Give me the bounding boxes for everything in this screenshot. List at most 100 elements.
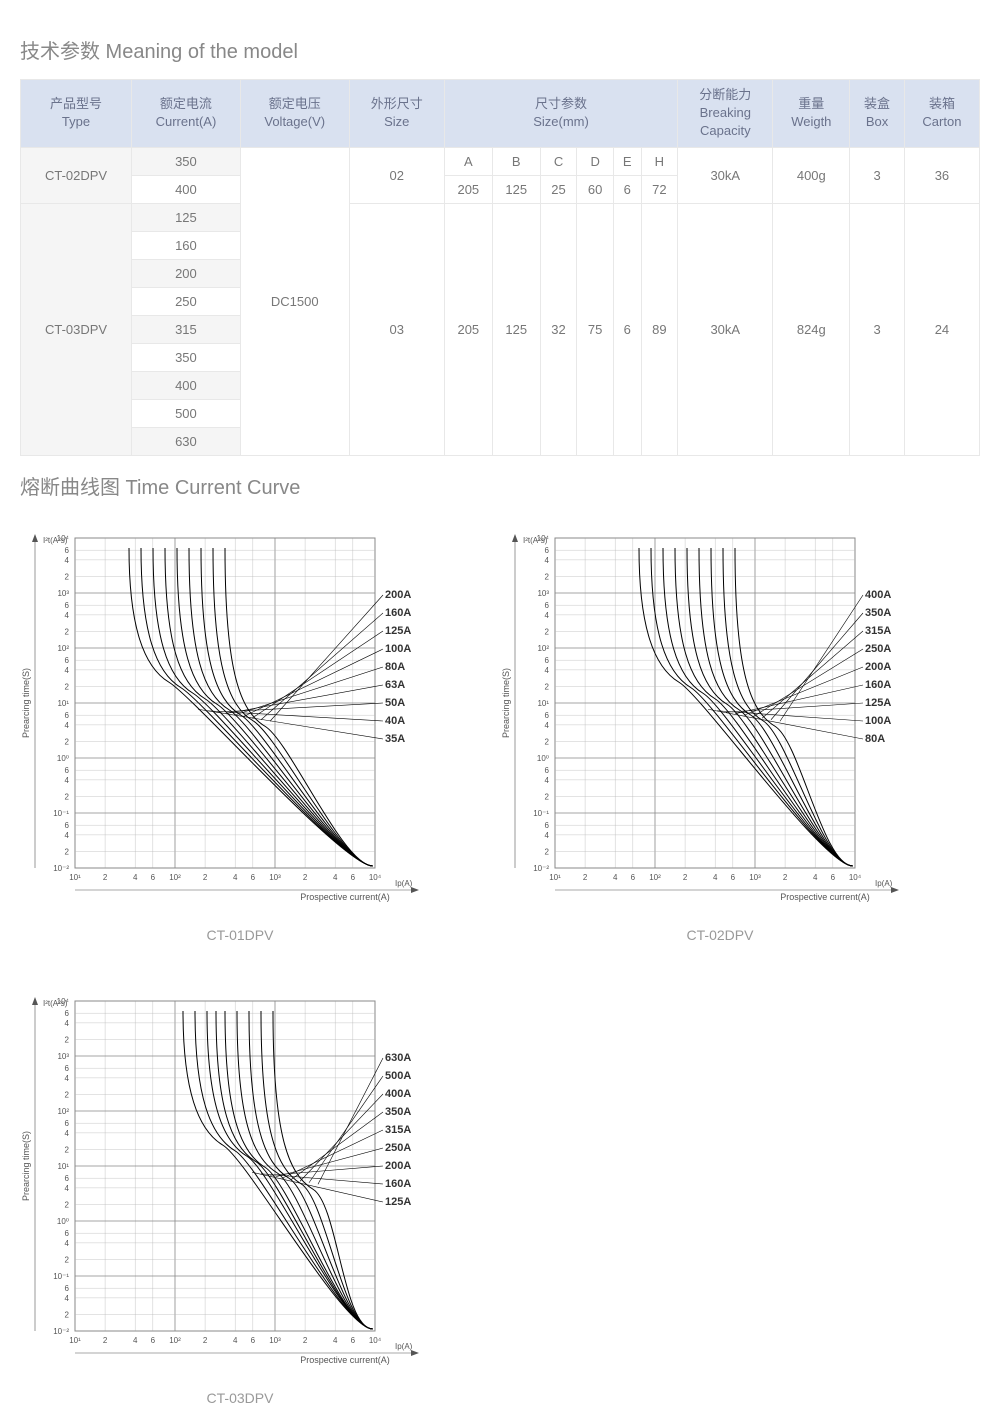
svg-text:4: 4 (65, 1238, 70, 1247)
curve-label: 400A (865, 589, 891, 601)
th-weight: 重量Weigth (773, 80, 850, 148)
svg-text:10⁴: 10⁴ (369, 873, 382, 882)
chart-caption: CT-03DPV (20, 1390, 460, 1406)
svg-text:6: 6 (65, 601, 70, 610)
svg-text:2: 2 (203, 873, 208, 882)
svg-text:10³: 10³ (749, 873, 761, 882)
spec-table-head: 产品型号Type 额定电流Current(A) 额定电压Voltage(V) 外… (21, 80, 980, 148)
svg-text:10¹: 10¹ (57, 699, 69, 708)
svg-text:2: 2 (545, 737, 550, 746)
th-type: 产品型号Type (21, 80, 132, 148)
svg-text:Prearcing time(S): Prearcing time(S) (21, 668, 31, 738)
svg-text:4: 4 (545, 830, 550, 839)
svg-text:4: 4 (65, 720, 70, 729)
svg-text:6: 6 (545, 711, 550, 720)
th-dims: 尺寸参数Size(mm) (444, 80, 677, 148)
svg-text:10⁻¹: 10⁻¹ (533, 809, 549, 818)
svg-text:6: 6 (65, 546, 70, 555)
svg-text:2: 2 (683, 873, 688, 882)
svg-text:10¹: 10¹ (69, 1336, 81, 1345)
svg-text:4: 4 (713, 873, 718, 882)
curve-label: 125A (385, 1196, 411, 1208)
charts-container: 10¹24610²24610³24610⁴10⁻²24610⁻¹24610⁰24… (20, 520, 980, 1406)
svg-text:4: 4 (65, 1183, 70, 1192)
cell-dim: 125 (492, 175, 540, 203)
svg-text:6: 6 (351, 1336, 356, 1345)
cell-size: 02 (349, 147, 444, 203)
cell-current: 500 (132, 399, 241, 427)
curve-label: 80A (865, 733, 885, 745)
svg-text:6: 6 (545, 656, 550, 665)
svg-text:2: 2 (583, 873, 588, 882)
svg-text:2: 2 (545, 792, 550, 801)
chart-svg: 10¹24610²24610³24610⁴10⁻²24610⁻¹24610⁰24… (20, 520, 460, 920)
curve-label: 100A (865, 715, 891, 727)
svg-text:2: 2 (65, 1310, 70, 1319)
svg-text:6: 6 (731, 873, 736, 882)
cell-dim-letter: E (613, 147, 641, 175)
spec-table-body: CT-02DPV350DC150002ABCDEH30kA400g3364002… (21, 147, 980, 455)
curve-label: 80A (385, 661, 405, 673)
svg-text:10²: 10² (169, 873, 181, 882)
svg-text:10³: 10³ (57, 589, 69, 598)
svg-text:2: 2 (65, 572, 70, 581)
chart-block: 10¹24610²24610³24610⁴10⁻²24610⁻¹24610⁰24… (20, 983, 460, 1406)
curve-label: 250A (385, 1142, 411, 1154)
svg-text:4: 4 (65, 1293, 70, 1302)
curve-label: 350A (385, 1106, 411, 1118)
svg-text:4: 4 (333, 1336, 338, 1345)
svg-text:4: 4 (65, 665, 70, 674)
cell-dim-letter: H (641, 147, 678, 175)
svg-text:Prospective current(A): Prospective current(A) (300, 1355, 390, 1365)
chart-block: 10¹24610²24610³24610⁴10⁻²24610⁻¹24610⁰24… (500, 520, 940, 943)
chart-block: 10¹24610²24610³24610⁴10⁻²24610⁻¹24610⁰24… (20, 520, 460, 943)
svg-text:2: 2 (65, 847, 70, 856)
th-current: 额定电流Current(A) (132, 80, 241, 148)
svg-text:4: 4 (65, 1128, 70, 1137)
cell-dim: 60 (577, 175, 614, 203)
svg-text:2: 2 (65, 1255, 70, 1264)
svg-text:4: 4 (613, 873, 618, 882)
svg-text:4: 4 (133, 873, 138, 882)
cell-current: 200 (132, 259, 241, 287)
svg-text:10³: 10³ (57, 1052, 69, 1061)
svg-text:Ip(A): Ip(A) (395, 1342, 413, 1351)
cell-type: CT-03DPV (21, 203, 132, 455)
svg-text:4: 4 (65, 1073, 70, 1082)
svg-text:2: 2 (303, 1336, 308, 1345)
cell-current: 250 (132, 287, 241, 315)
cell-size: 03 (349, 203, 444, 455)
svg-text:6: 6 (545, 766, 550, 775)
chart-svg: 10¹24610²24610³24610⁴10⁻²24610⁻¹24610⁰24… (20, 983, 460, 1383)
curve-label: 125A (865, 697, 891, 709)
svg-text:6: 6 (65, 1284, 70, 1293)
cell-weight: 400g (773, 147, 850, 203)
svg-text:10²: 10² (649, 873, 661, 882)
svg-text:6: 6 (251, 1336, 256, 1345)
svg-text:6: 6 (65, 711, 70, 720)
cell-dim: 6 (613, 203, 641, 455)
cell-carton: 36 (904, 147, 979, 203)
curve-label: 100A (385, 643, 411, 655)
svg-text:10¹: 10¹ (549, 873, 561, 882)
svg-text:10⁻²: 10⁻² (533, 864, 549, 873)
curve-label: 350A (865, 607, 891, 619)
svg-text:I²t(A²s): I²t(A²s) (43, 999, 68, 1008)
curve-label: 160A (385, 1178, 411, 1190)
cell-type: CT-02DPV (21, 147, 132, 203)
svg-text:6: 6 (351, 873, 356, 882)
cell-dim-letter: B (492, 147, 540, 175)
svg-text:10⁰: 10⁰ (57, 754, 69, 763)
th-carton: 装箱Carton (904, 80, 979, 148)
cell-current: 400 (132, 371, 241, 399)
svg-text:6: 6 (65, 656, 70, 665)
svg-text:4: 4 (545, 720, 550, 729)
svg-text:2: 2 (65, 737, 70, 746)
cell-dim: 25 (540, 175, 577, 203)
svg-text:10¹: 10¹ (57, 1162, 69, 1171)
svg-text:2: 2 (545, 682, 550, 691)
svg-text:2: 2 (783, 873, 788, 882)
svg-text:4: 4 (333, 873, 338, 882)
svg-text:Prospective current(A): Prospective current(A) (300, 892, 390, 902)
curve-label: 200A (385, 1160, 411, 1172)
